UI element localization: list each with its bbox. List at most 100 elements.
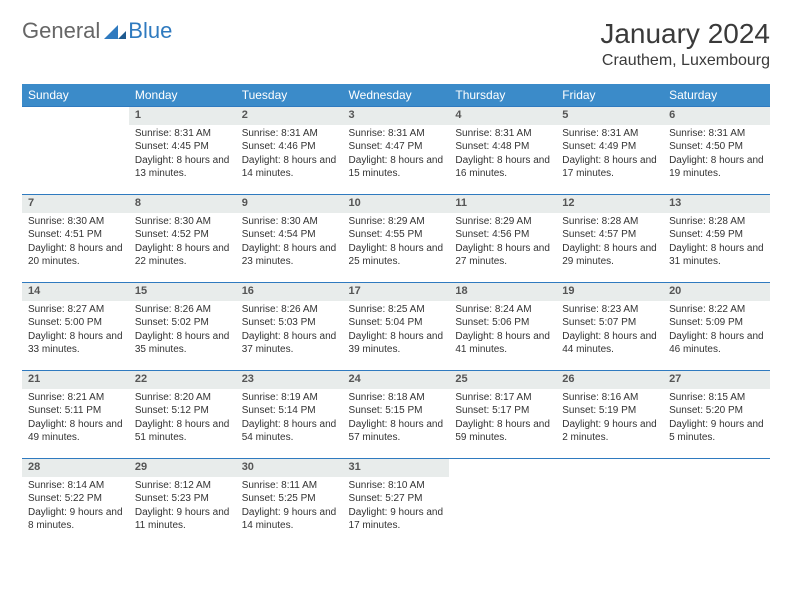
- sunrise-text: Sunrise: 8:21 AM: [28, 391, 123, 405]
- day-number-cell: 17: [343, 283, 450, 301]
- sunset-text: Sunset: 4:51 PM: [28, 228, 123, 242]
- day-number-cell: 29: [129, 459, 236, 477]
- sunrise-text: Sunrise: 8:31 AM: [349, 127, 444, 141]
- daylight-text: Daylight: 8 hours and 46 minutes.: [669, 330, 764, 357]
- sunrise-text: Sunrise: 8:30 AM: [28, 215, 123, 229]
- sunset-text: Sunset: 5:20 PM: [669, 404, 764, 418]
- day-number-cell: 12: [556, 195, 663, 213]
- sunrise-text: Sunrise: 8:29 AM: [349, 215, 444, 229]
- day-number-cell: 10: [343, 195, 450, 213]
- sunset-text: Sunset: 4:55 PM: [349, 228, 444, 242]
- daylight-text: Daylight: 8 hours and 59 minutes.: [455, 418, 550, 445]
- day-number-cell: [22, 107, 129, 125]
- sunrise-text: Sunrise: 8:28 AM: [669, 215, 764, 229]
- sunset-text: Sunset: 5:00 PM: [28, 316, 123, 330]
- daylight-text: Daylight: 9 hours and 8 minutes.: [28, 506, 123, 533]
- day-content-cell: Sunrise: 8:31 AMSunset: 4:45 PMDaylight:…: [129, 125, 236, 195]
- day-number-cell: 1: [129, 107, 236, 125]
- day-content-cell: Sunrise: 8:12 AMSunset: 5:23 PMDaylight:…: [129, 477, 236, 547]
- sunset-text: Sunset: 4:52 PM: [135, 228, 230, 242]
- sunset-text: Sunset: 4:46 PM: [242, 140, 337, 154]
- day-number-cell: 26: [556, 371, 663, 389]
- sunrise-text: Sunrise: 8:25 AM: [349, 303, 444, 317]
- sunset-text: Sunset: 5:09 PM: [669, 316, 764, 330]
- weekday-header: Saturday: [663, 84, 770, 107]
- day-number-cell: 2: [236, 107, 343, 125]
- logo-icon: [104, 23, 126, 39]
- sunrise-text: Sunrise: 8:20 AM: [135, 391, 230, 405]
- day-content-cell: [663, 477, 770, 547]
- day-content-cell: Sunrise: 8:26 AMSunset: 5:03 PMDaylight:…: [236, 301, 343, 371]
- day-content-cell: Sunrise: 8:28 AMSunset: 4:57 PMDaylight:…: [556, 213, 663, 283]
- sunrise-text: Sunrise: 8:31 AM: [455, 127, 550, 141]
- day-number-cell: [556, 459, 663, 477]
- day-number-cell: 13: [663, 195, 770, 213]
- sunset-text: Sunset: 4:50 PM: [669, 140, 764, 154]
- day-number-cell: 3: [343, 107, 450, 125]
- day-content-row: Sunrise: 8:14 AMSunset: 5:22 PMDaylight:…: [22, 477, 770, 547]
- daylight-text: Daylight: 8 hours and 29 minutes.: [562, 242, 657, 269]
- day-number-cell: 11: [449, 195, 556, 213]
- sunset-text: Sunset: 5:19 PM: [562, 404, 657, 418]
- sunrise-text: Sunrise: 8:29 AM: [455, 215, 550, 229]
- sunrise-text: Sunrise: 8:11 AM: [242, 479, 337, 493]
- daylight-text: Daylight: 8 hours and 57 minutes.: [349, 418, 444, 445]
- weekday-header-row: SundayMondayTuesdayWednesdayThursdayFrid…: [22, 84, 770, 107]
- day-number-cell: 27: [663, 371, 770, 389]
- day-content-row: Sunrise: 8:27 AMSunset: 5:00 PMDaylight:…: [22, 301, 770, 371]
- sunrise-text: Sunrise: 8:27 AM: [28, 303, 123, 317]
- sunrise-text: Sunrise: 8:17 AM: [455, 391, 550, 405]
- day-number-cell: [449, 459, 556, 477]
- daylight-text: Daylight: 8 hours and 35 minutes.: [135, 330, 230, 357]
- sunrise-text: Sunrise: 8:30 AM: [135, 215, 230, 229]
- day-number-cell: 8: [129, 195, 236, 213]
- day-content-cell: Sunrise: 8:31 AMSunset: 4:46 PMDaylight:…: [236, 125, 343, 195]
- daylight-text: Daylight: 8 hours and 44 minutes.: [562, 330, 657, 357]
- day-content-cell: [449, 477, 556, 547]
- day-number-cell: 23: [236, 371, 343, 389]
- daylight-text: Daylight: 8 hours and 22 minutes.: [135, 242, 230, 269]
- daylight-text: Daylight: 8 hours and 13 minutes.: [135, 154, 230, 181]
- sunset-text: Sunset: 4:47 PM: [349, 140, 444, 154]
- day-content-row: Sunrise: 8:30 AMSunset: 4:51 PMDaylight:…: [22, 213, 770, 283]
- day-content-cell: Sunrise: 8:26 AMSunset: 5:02 PMDaylight:…: [129, 301, 236, 371]
- daylight-text: Daylight: 8 hours and 33 minutes.: [28, 330, 123, 357]
- day-content-cell: Sunrise: 8:31 AMSunset: 4:50 PMDaylight:…: [663, 125, 770, 195]
- day-content-cell: [556, 477, 663, 547]
- day-content-cell: Sunrise: 8:31 AMSunset: 4:49 PMDaylight:…: [556, 125, 663, 195]
- sunrise-text: Sunrise: 8:14 AM: [28, 479, 123, 493]
- day-number-row: 14151617181920: [22, 283, 770, 301]
- day-number-cell: 25: [449, 371, 556, 389]
- daylight-text: Daylight: 9 hours and 17 minutes.: [349, 506, 444, 533]
- sunset-text: Sunset: 5:02 PM: [135, 316, 230, 330]
- day-content-cell: Sunrise: 8:31 AMSunset: 4:48 PMDaylight:…: [449, 125, 556, 195]
- sunrise-text: Sunrise: 8:12 AM: [135, 479, 230, 493]
- sunset-text: Sunset: 4:57 PM: [562, 228, 657, 242]
- day-content-cell: Sunrise: 8:10 AMSunset: 5:27 PMDaylight:…: [343, 477, 450, 547]
- weekday-header: Monday: [129, 84, 236, 107]
- day-content-cell: [22, 125, 129, 195]
- sunset-text: Sunset: 5:11 PM: [28, 404, 123, 418]
- day-number-cell: 19: [556, 283, 663, 301]
- sunset-text: Sunset: 4:54 PM: [242, 228, 337, 242]
- day-content-row: Sunrise: 8:31 AMSunset: 4:45 PMDaylight:…: [22, 125, 770, 195]
- weekday-header: Friday: [556, 84, 663, 107]
- sunrise-text: Sunrise: 8:31 AM: [135, 127, 230, 141]
- daylight-text: Daylight: 8 hours and 54 minutes.: [242, 418, 337, 445]
- daylight-text: Daylight: 9 hours and 5 minutes.: [669, 418, 764, 445]
- sunrise-text: Sunrise: 8:31 AM: [242, 127, 337, 141]
- month-title: January 2024: [600, 18, 770, 50]
- header: General Blue January 2024 Crauthem, Luxe…: [22, 18, 770, 70]
- day-number-cell: 15: [129, 283, 236, 301]
- sunset-text: Sunset: 4:56 PM: [455, 228, 550, 242]
- sunset-text: Sunset: 4:45 PM: [135, 140, 230, 154]
- day-number-cell: 18: [449, 283, 556, 301]
- day-content-cell: Sunrise: 8:25 AMSunset: 5:04 PMDaylight:…: [343, 301, 450, 371]
- day-number-row: 78910111213: [22, 195, 770, 213]
- sunrise-text: Sunrise: 8:22 AM: [669, 303, 764, 317]
- day-number-row: 21222324252627: [22, 371, 770, 389]
- day-content-cell: Sunrise: 8:16 AMSunset: 5:19 PMDaylight:…: [556, 389, 663, 459]
- day-number-cell: 14: [22, 283, 129, 301]
- daylight-text: Daylight: 8 hours and 14 minutes.: [242, 154, 337, 181]
- weekday-header: Sunday: [22, 84, 129, 107]
